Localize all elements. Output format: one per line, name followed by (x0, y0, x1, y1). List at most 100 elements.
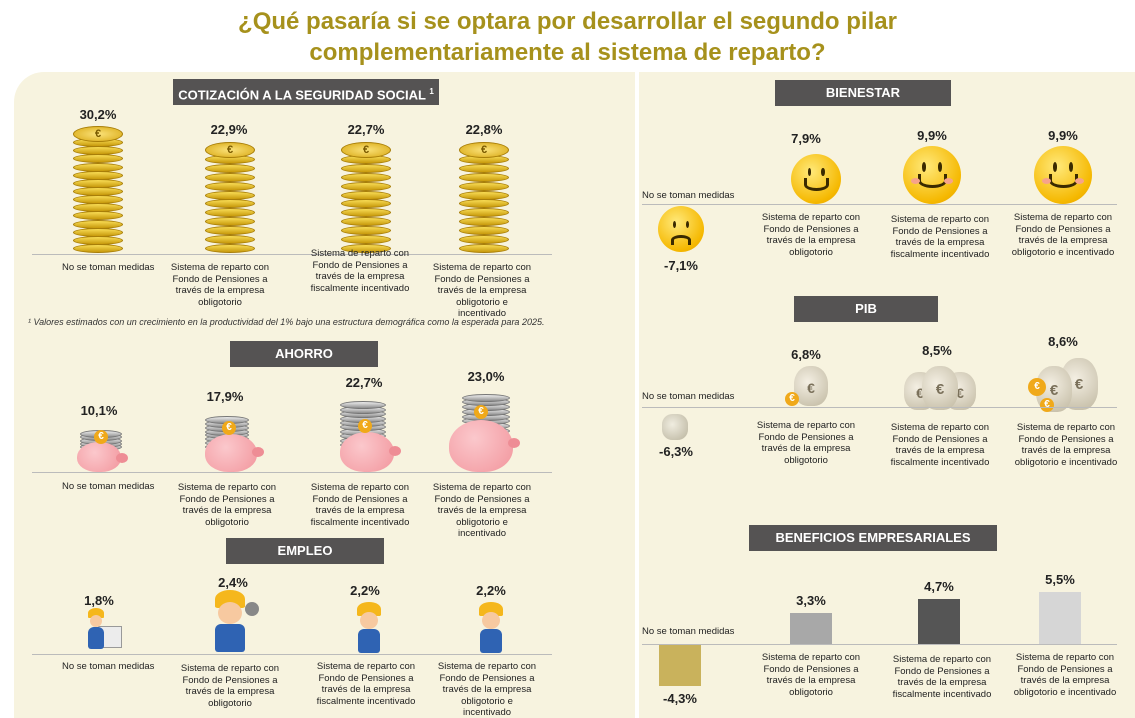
beneficios-value-0: -4,3% (663, 690, 697, 706)
piggy-bank-icon (205, 434, 264, 472)
ahorro-label-none: No se toman medidas (62, 481, 155, 492)
beneficios-baseline (642, 644, 1117, 645)
worker-icon (474, 602, 508, 654)
coin-stack-icon (459, 142, 509, 254)
gold-coin (205, 199, 255, 209)
smiley-icon (791, 154, 841, 204)
gold-coin (73, 187, 123, 196)
gold-coin (341, 244, 391, 253)
page-title: ¿Qué pasaría si se optara por desarrolla… (0, 6, 1135, 68)
euro-coin-icon: € (358, 419, 372, 433)
bienestar-header: BIENESTAR (775, 80, 951, 106)
gold-coin (205, 226, 255, 236)
gold-coin (205, 235, 255, 245)
gold-coin (73, 203, 123, 213)
gold-coin (205, 244, 255, 253)
gold-coin (459, 181, 509, 191)
pib-value-none: -6,3% (659, 444, 693, 459)
euro-coin-icon: € (1028, 378, 1046, 396)
cotizacion-value-ambos: 22,8% (465, 122, 503, 137)
gold-coin (341, 190, 391, 200)
gold-coin (73, 211, 123, 221)
gold-coin (73, 244, 123, 253)
empleo-value-obligatorio: 2,4% (218, 575, 248, 590)
bienestar-value-obligatorio: 7,9% (791, 131, 821, 146)
gold-coin (341, 199, 391, 209)
wrench-icon (245, 602, 259, 616)
empleo-baseline (32, 654, 552, 655)
coin-stack-icon (205, 142, 255, 254)
gold-coin (341, 226, 391, 236)
gold-coin (459, 190, 509, 200)
beneficios-header: BENEFICIOS EMPRESARIALES (749, 525, 997, 551)
euro-coin-icon: € (474, 405, 488, 419)
pib-value-obligatorio: 6,8% (791, 347, 821, 362)
gold-coin (341, 235, 391, 245)
gold-coin (73, 219, 123, 229)
gold-coin (341, 181, 391, 191)
gold-coin (459, 172, 509, 182)
piggy-bank-icon (77, 442, 128, 472)
money-bag-icon: € (794, 366, 828, 406)
worker-icon (205, 590, 265, 654)
beneficios-bar-2 (918, 599, 960, 644)
worker-icon (352, 602, 386, 654)
gold-coin (459, 235, 509, 245)
gold-coin (73, 178, 123, 188)
coin-stack-icon (341, 142, 391, 254)
pib-label-obligatorio: Sistema de reparto con Fondo de Pensione… (756, 420, 856, 466)
empleo-header: EMPLEO (226, 538, 384, 564)
cotizacion-label-ambos: Sistema de reparto con Fondo de Pensione… (432, 262, 532, 319)
empleo-value-ambos: 2,2% (476, 583, 506, 598)
smiley-icon (1034, 146, 1092, 204)
bienestar-value-fiscal: 9,9% (917, 128, 947, 143)
empleo-label-none: No se toman medidas (62, 661, 155, 672)
bienestar-baseline (642, 204, 1117, 205)
beneficios-label-fiscal: Sistema de reparto con Fondo de Pensione… (892, 654, 992, 700)
ahorro-baseline (32, 472, 552, 473)
ahorro-value-none: 10,1% (80, 403, 118, 418)
gold-coin (341, 217, 391, 227)
silver-coin (462, 393, 510, 402)
bienestar-value-none: -7,1% (664, 258, 698, 273)
bienestar-label-obligatorio: Sistema de reparto con Fondo de Pensione… (761, 212, 861, 258)
cotizacion-baseline (32, 254, 552, 255)
euro-coin-top (459, 142, 509, 158)
ahorro-value-fiscal: 22,7% (345, 375, 383, 390)
empleo-value-fiscal: 2,2% (350, 583, 380, 598)
beneficios-value-3: 5,5% (1045, 571, 1075, 587)
empleo-label-ambos: Sistema de reparto con Fondo de Pensione… (437, 661, 537, 718)
ahorro-label-fiscal: Sistema de reparto con Fondo de Pensione… (310, 482, 410, 528)
gold-coin (73, 154, 123, 164)
gold-coin (73, 146, 123, 156)
ahorro-value-ambos: 23,0% (467, 369, 505, 384)
cotizacion-label-obligatorio: Sistema de reparto con Fondo de Pensione… (170, 262, 270, 308)
empleo-value-none: 1,8% (84, 593, 114, 608)
gold-coin (205, 217, 255, 227)
euro-coin-icon: € (1040, 398, 1054, 412)
beneficios-label-ambos: Sistema de reparto con Fondo de Pensione… (1013, 652, 1117, 698)
cotizacion-value-obligatorio: 22,9% (210, 122, 248, 137)
euro-coin-top (205, 142, 255, 158)
beneficios-value-1: 3,3% (796, 592, 826, 608)
gold-coin (205, 163, 255, 173)
pib-value-fiscal: 8,5% (922, 343, 952, 358)
piggy-bank-icon (340, 432, 401, 472)
gold-coin (341, 163, 391, 173)
gold-coin (459, 163, 509, 173)
cotizacion-header-text: COTIZACIÓN A LA SEGURIDAD SOCIAL (178, 87, 426, 103)
gold-coin (73, 227, 123, 237)
gold-coin (205, 172, 255, 182)
bienestar-label-ambos: Sistema de reparto con Fondo de Pensione… (1011, 212, 1115, 258)
gold-coin (205, 208, 255, 218)
title-line-1: ¿Qué pasaría si se optara por desarrolla… (238, 8, 897, 35)
gold-coin (459, 226, 509, 236)
ahorro-label-obligatorio: Sistema de reparto con Fondo de Pensione… (177, 482, 277, 528)
cotizacion-header-sup: 1 (429, 87, 434, 96)
gold-coin (73, 170, 123, 180)
cotizacion-label-none: No se toman medidas (62, 262, 155, 273)
beneficios-bar-3 (1039, 591, 1081, 644)
gold-coin (341, 208, 391, 218)
beneficios-bar-1 (790, 612, 832, 644)
gold-coin (205, 190, 255, 200)
